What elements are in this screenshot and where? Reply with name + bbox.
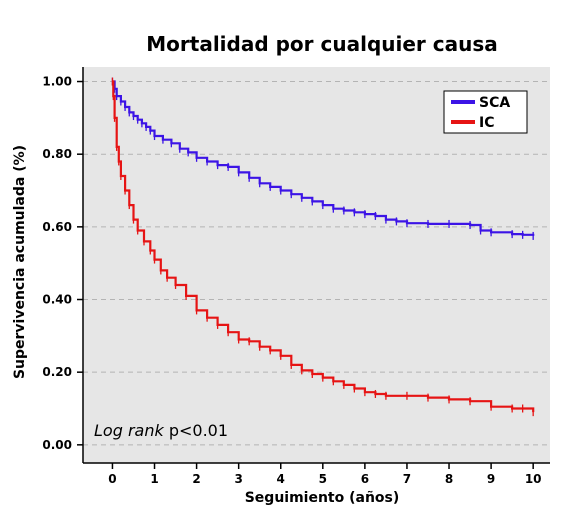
x-tick-label: 3: [234, 472, 242, 486]
x-tick-label: 1: [150, 472, 158, 486]
legend: SCA IC: [443, 90, 528, 134]
log-rank-annotation: Log rank p<0.01: [94, 421, 228, 440]
log-rank-italic: Log rank: [94, 421, 164, 440]
x-axis-ticks: 0 1 2 3 4 5 6 7 8 9 10: [108, 463, 542, 486]
x-tick-label: 6: [361, 472, 369, 486]
x-tick-label: 7: [403, 472, 411, 486]
x-tick-label: 10: [525, 472, 542, 486]
y-tick-label: 0.60: [42, 220, 72, 234]
x-tick-label: 4: [277, 472, 285, 486]
x-tick-label: 2: [192, 472, 200, 486]
legend-box: [443, 90, 528, 134]
legend-label-ic: IC: [479, 115, 494, 131]
y-axis-ticks: 0.00 0.20 0.40 0.60 0.80 1.00: [42, 75, 83, 452]
x-tick-label: 8: [445, 472, 453, 486]
log-rank-pvalue: p<0.01: [164, 421, 228, 440]
grid-lines: [83, 81, 550, 446]
chart-title: Mortalidad por cualquier causa: [146, 32, 497, 56]
x-tick-label: 9: [487, 472, 495, 486]
y-tick-label: 0.80: [42, 147, 72, 161]
y-axis-label: Supervivencia acumulada (%): [12, 145, 28, 379]
x-axis-label: Seguimiento (años): [245, 490, 400, 506]
x-tick-label: 0: [108, 472, 116, 486]
series-layer: [111, 77, 535, 417]
y-tick-label: 0.20: [42, 365, 72, 379]
legend-label-sca: SCA: [479, 95, 510, 111]
x-tick-label: 5: [319, 472, 327, 486]
y-tick-label: 1.00: [42, 75, 72, 89]
y-tick-label: 0.00: [42, 438, 72, 452]
y-tick-label: 0.40: [42, 293, 72, 307]
